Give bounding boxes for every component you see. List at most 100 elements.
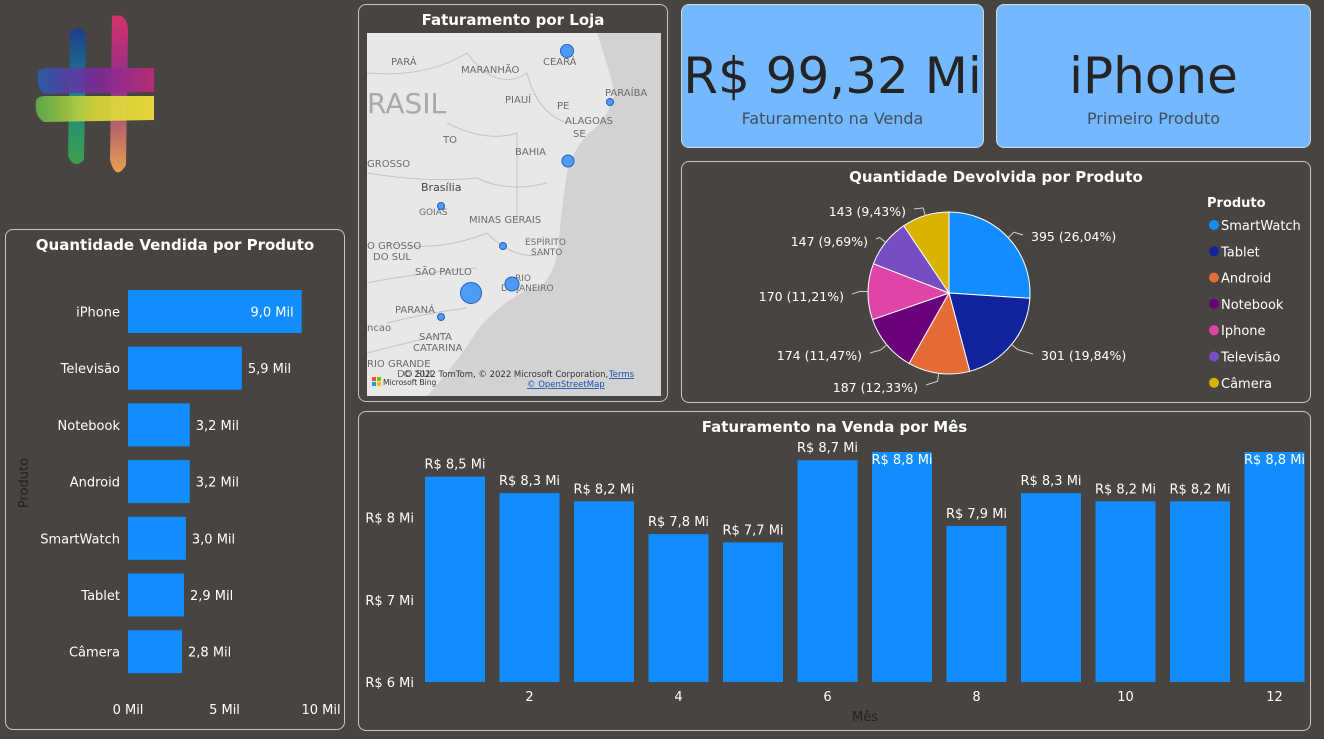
bar-month-7[interactable] xyxy=(872,452,932,682)
store-bubble-goias[interactable] xyxy=(437,202,445,210)
pie-data-label-notebook: 174 (11,47%) xyxy=(777,348,862,363)
pie-slice-smartwatch[interactable] xyxy=(948,211,1031,299)
legend-marker-notebook xyxy=(1209,298,1219,309)
legend-item-tablet[interactable]: Tablet xyxy=(1220,245,1260,260)
legend-item-câmera[interactable]: Câmera xyxy=(1221,377,1272,392)
legend-item-televisão[interactable]: Televisão xyxy=(1220,351,1280,366)
x-tick-label: 5 Mil xyxy=(209,703,240,718)
legend-marker-câmera xyxy=(1209,377,1219,388)
bar-month-3[interactable] xyxy=(574,501,634,682)
y-tick-label: R$ 8 Mi xyxy=(365,512,414,527)
map-attribution: © 2022 TomTom, © 2022 Microsoft Corporat… xyxy=(403,370,608,380)
map-label-rio: RIO xyxy=(515,274,531,284)
bar-month-2[interactable] xyxy=(499,493,560,682)
legend-marker-smartwatch xyxy=(1209,220,1219,230)
map-terms-link[interactable]: Terms xyxy=(608,370,635,380)
returns-title: Quantidade Devolvida por Produto xyxy=(849,168,1143,186)
leader-line xyxy=(1011,344,1034,355)
bar-smartwatch[interactable] xyxy=(128,516,186,560)
legend-item-android[interactable]: Android xyxy=(1221,272,1271,287)
data-label-month-6: R$ 8,7 Mi xyxy=(797,441,858,456)
map-label-do-sul: DO SUL xyxy=(373,252,411,263)
pie-data-label-android: 187 (12,33%) xyxy=(833,380,918,395)
x-axis-title: Mês xyxy=(852,710,878,725)
x-tick-label: 2 xyxy=(525,690,533,705)
kpi-top-product-label: Primeiro Produto xyxy=(1086,109,1221,128)
bar-month-12[interactable] xyxy=(1244,452,1305,682)
legend-item-smartwatch[interactable]: SmartWatch xyxy=(1221,219,1301,234)
map-label-para: PARÁ xyxy=(391,55,417,68)
category-label-televisão: Televisão xyxy=(60,362,120,377)
category-label-android: Android xyxy=(70,476,120,491)
company-logo xyxy=(30,10,160,180)
map-label-santa: SANTA xyxy=(419,332,452,343)
ocean-area xyxy=(427,33,661,396)
monthly-revenue-title: Faturamento na Venda por Mês xyxy=(701,418,968,436)
pie-data-label-televisão: 147 (9,69%) xyxy=(791,234,868,249)
map-label-se: SE xyxy=(573,129,586,140)
data-label-month-3: R$ 8,2 Mi xyxy=(573,482,634,497)
legend-item-notebook[interactable]: Notebook xyxy=(1221,298,1284,313)
bar-month-5[interactable] xyxy=(723,542,783,682)
map-label-o-grosso: O GROSSO xyxy=(367,241,421,252)
bar-tablet[interactable] xyxy=(128,573,184,617)
returns-pie-chart[interactable]: 395 (26,04%) 301 (19,84%) 187 (12,33%) 174 … xyxy=(682,162,1310,402)
x-tick-label: 4 xyxy=(674,690,682,705)
pie-data-label-iphone: 170 (11,21%) xyxy=(759,289,844,304)
store-bubble-minas[interactable] xyxy=(499,242,507,250)
data-label-notebook: 3,2 Mil xyxy=(196,419,239,434)
bar-iphone[interactable] xyxy=(128,290,302,333)
bar-televisão[interactable] xyxy=(128,346,242,390)
store-bubble-paraiba[interactable] xyxy=(606,98,614,106)
store-bubble-parana[interactable] xyxy=(437,313,445,321)
leader-line xyxy=(869,344,888,354)
map-label-rio-grande: RIO GRANDE xyxy=(367,359,431,370)
pie-slice-câmera[interactable] xyxy=(903,211,950,295)
pie-slice-android[interactable] xyxy=(908,291,971,375)
bing-wordmark: Microsoft Bing xyxy=(383,378,436,387)
data-label-smartwatch: 3,0 Mil xyxy=(192,532,235,547)
returns-panel: Quantidade Devolvida por Produto 395 (26… xyxy=(681,161,1311,403)
bar-month-10[interactable] xyxy=(1095,501,1156,682)
map-label-brasil: RASIL xyxy=(367,87,447,120)
map-label-alagoas: ALAGOAS xyxy=(565,116,613,127)
map-label-minas-gerais: MINAS GERAIS xyxy=(469,215,541,226)
bar-câmera[interactable] xyxy=(128,630,183,674)
bar-month-11[interactable] xyxy=(1170,501,1230,682)
legend-marker-android xyxy=(1209,272,1219,283)
map-osm-link[interactable]: © OpenStreetMap xyxy=(527,380,605,390)
leader-line xyxy=(875,236,887,243)
monthly-revenue-chart[interactable]: R$ 6 Mi R$ 7 Mi R$ 8 Mi R$ 8,5 Mi R$ 8,3 Mi R… xyxy=(359,412,1310,730)
category-label-notebook: Notebook xyxy=(58,419,121,434)
bar-month-8[interactable] xyxy=(946,525,1007,682)
bar-month-1[interactable] xyxy=(425,476,485,682)
quantity-sold-chart[interactable]: iPhone 9,0 Mil Televisão 5,9 Mil Notebook 3,2… xyxy=(6,230,344,729)
bar-android[interactable] xyxy=(128,460,190,504)
store-bubble-ceara[interactable] xyxy=(560,44,574,58)
bar-month-4[interactable] xyxy=(648,534,709,682)
category-label-câmera: Câmera xyxy=(69,646,120,661)
bar-month-6[interactable] xyxy=(797,460,858,682)
bar-month-9[interactable] xyxy=(1021,493,1081,682)
data-label-month-9: R$ 8,3 Mi xyxy=(1020,474,1081,489)
store-revenue-map[interactable]: PARÁ MARANHÃO CEARÁ PARAÍBA PIAUÍ PE ALA… xyxy=(367,33,661,396)
map-label-ncao: ncao xyxy=(367,323,391,334)
map-canvas[interactable]: PARÁ MARANHÃO CEARÁ PARAÍBA PIAUÍ PE ALA… xyxy=(367,33,661,396)
store-bubble-rio[interactable] xyxy=(504,276,520,292)
store-bubble-bahia[interactable] xyxy=(561,154,575,168)
leader-line xyxy=(1007,231,1024,238)
quantity-sold-title: Quantidade Vendida por Produto xyxy=(35,236,315,254)
data-label-month-8: R$ 7,9 Mi xyxy=(946,507,1007,522)
bar-notebook[interactable] xyxy=(128,403,190,447)
data-label-month-11: R$ 8,2 Mi xyxy=(1169,482,1230,497)
data-label-televisão: 5,9 Mil xyxy=(248,362,291,377)
x-tick-label: 0 Mil xyxy=(113,703,144,718)
x-tick-label: 8 xyxy=(972,690,980,705)
y-tick-label: R$ 6 Mi xyxy=(365,676,414,691)
store-bubble-sao-paulo[interactable] xyxy=(460,282,482,304)
y-tick-label: R$ 7 Mi xyxy=(365,594,414,609)
map-label-parana: PARANÁ xyxy=(395,303,435,316)
legend-item-iphone[interactable]: Iphone xyxy=(1221,324,1266,339)
leader-line xyxy=(925,373,940,386)
category-label-iphone: iPhone xyxy=(76,306,120,321)
